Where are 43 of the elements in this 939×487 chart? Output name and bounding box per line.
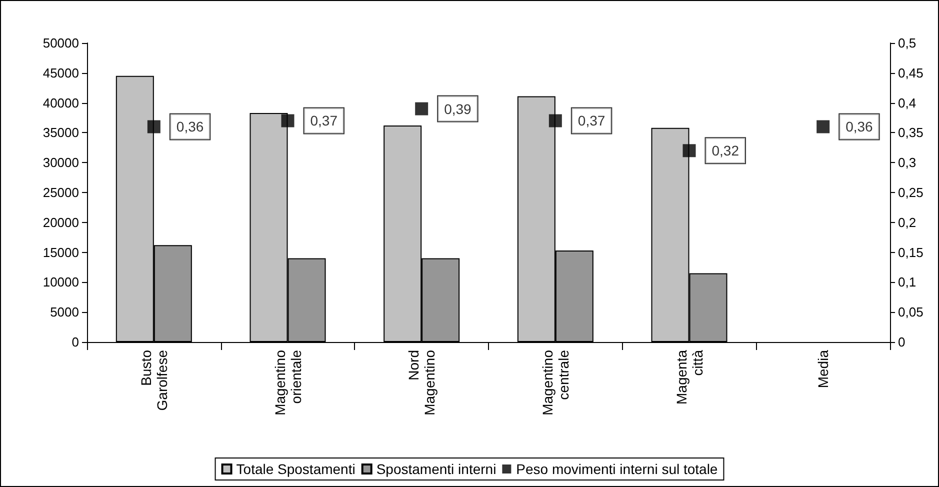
point [548,114,562,128]
point [147,120,160,134]
y-tick-label: 45000 [42,65,79,80]
y-tick-label: 30000 [42,155,79,170]
y2-tick-label: 0,35 [898,125,924,140]
y-tick-label: 0 [72,334,79,350]
y-tick-label: 10000 [42,274,79,290]
y2-tick-label: 0,3 [898,155,916,170]
y2-tick-label: 0,5 [898,36,916,50]
y-tick-label: 5000 [50,304,79,320]
data-label: 0,39 [444,100,472,117]
y-tick-label: 35000 [42,125,79,140]
y2-tick-label: 0,1 [898,274,916,290]
data-label: 0,37 [310,112,338,129]
x-tick-label: Busto Garolfese [138,350,170,411]
y2-tick-label: 0 [898,334,906,350]
y2-tick-label: 0,45 [898,65,924,80]
x-tick-label: Nord Magentino [406,350,438,416]
y-tick-label: 20000 [42,214,79,230]
data-label: 0,36 [176,118,204,135]
legend-label: Spostamenti interni [376,461,496,477]
x-tick-label: Magentino orientale [272,350,304,416]
legend-label: Totale Spostamenti [236,461,356,477]
y2-tick-label: 0,25 [898,185,924,200]
data-label: 0,37 [578,112,606,129]
x-tick-label: Magenta città [673,350,706,404]
y2-tick-label: 0,15 [898,244,924,260]
y-tick-label: 15000 [42,244,79,260]
point [682,144,696,158]
y2-tick-label: 0,2 [898,214,916,230]
y-tick-label: 40000 [42,95,79,110]
point [281,114,294,128]
point [415,102,428,116]
y-tick-label: 50000 [42,36,79,50]
legend-label: Peso movimenti interni sul totale [516,461,718,477]
x-tick-label: Media [815,350,832,388]
x-tick-label: Magentino centrale [539,350,572,416]
y-tick-label: 25000 [42,185,79,200]
y2-tick-label: 0,05 [898,304,924,320]
point [816,120,830,134]
data-label: 0,32 [712,142,740,159]
y2-tick-label: 0,4 [898,95,916,110]
data-label: 0,36 [846,118,874,135]
